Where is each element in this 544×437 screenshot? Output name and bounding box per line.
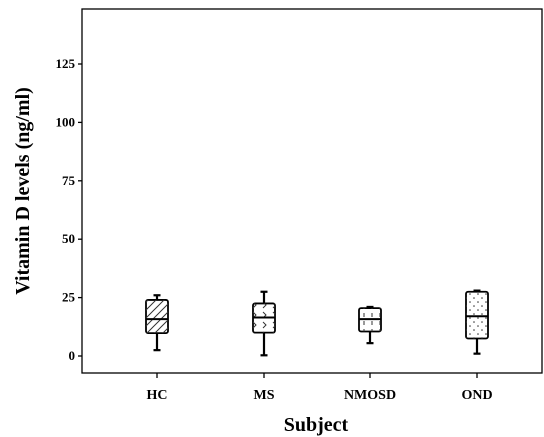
box-hc	[145, 294, 169, 352]
y-tick-label: 0	[69, 348, 76, 363]
x-axis-title: Subject	[284, 414, 349, 436]
box-nmosd	[358, 305, 382, 345]
box-ms	[252, 290, 276, 357]
plot-frame	[81, 8, 543, 374]
y-tick-label: 50	[62, 231, 75, 246]
y-tick-label: 100	[56, 114, 76, 129]
y-tick-label: 125	[56, 56, 76, 71]
box-fill-pattern	[466, 291, 488, 339]
box-fill-pattern	[146, 299, 168, 334]
x-tick-label: NMOSD	[344, 388, 396, 403]
x-tick-label: HC	[147, 388, 168, 403]
y-tick-label: 75	[62, 173, 76, 188]
box-ond	[465, 289, 489, 355]
y-tick-label: 25	[62, 290, 76, 305]
x-tick-label: MS	[254, 388, 275, 403]
y-axis-title: Vitamin D levels (ng/ml)	[12, 87, 34, 295]
x-tick-label: OND	[461, 388, 492, 403]
